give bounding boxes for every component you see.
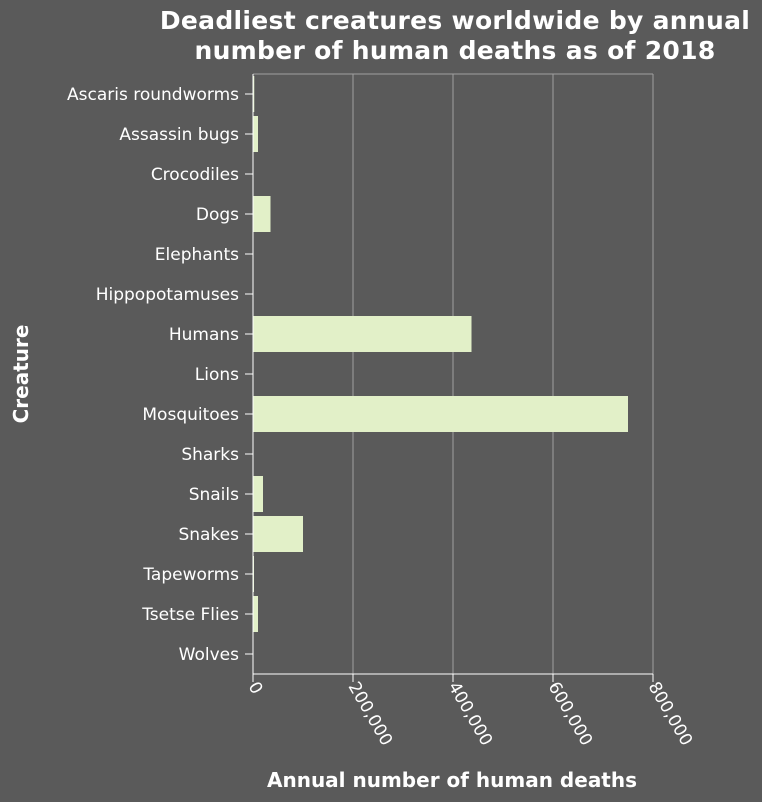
bar-10 [253, 476, 263, 512]
bar-13 [253, 596, 258, 632]
x-tick-label: 800,000 [644, 679, 696, 750]
y-tick-label: Sharks [181, 445, 239, 465]
y-tick-label: Dogs [196, 205, 239, 225]
y-axis-title: Creature [9, 325, 33, 424]
x-tick-label: 0 [244, 679, 267, 698]
axes [245, 74, 654, 682]
y-tick-label: Lions [195, 365, 239, 385]
bar-0 [253, 76, 255, 112]
x-axis-title: Annual number of human deaths [267, 768, 637, 792]
y-tick-label: Tsetse Flies [141, 605, 239, 625]
bar-3 [253, 196, 271, 232]
y-tick-label: Crocodiles [151, 165, 239, 185]
y-tick-label: Elephants [155, 245, 239, 265]
bar-8 [253, 396, 628, 432]
y-tick-label: Ascaris roundworms [67, 85, 239, 105]
bar-6 [253, 316, 472, 352]
bars [253, 76, 628, 672]
bar-1 [253, 116, 258, 152]
y-tick-label: Hippopotamuses [96, 285, 239, 305]
chart-title-line-1: Deadliest creatures worldwide by annual [159, 6, 751, 35]
bar-11 [253, 516, 303, 552]
y-tick-label: Wolves [179, 645, 239, 665]
x-tick-label: 600,000 [544, 679, 596, 750]
y-tick-label: Tapeworms [142, 565, 239, 585]
chart-title: Deadliest creatures worldwide by annual … [150, 6, 760, 66]
y-tick-label: Assassin bugs [119, 125, 239, 145]
gridlines [253, 73, 654, 674]
y-tick-label: Snakes [178, 525, 239, 545]
y-tick-label: Snails [189, 485, 239, 505]
chart-title-line-2: number of human deaths as of 2018 [194, 36, 716, 65]
y-tick-label: Mosquitoes [142, 405, 239, 425]
y-tick-label: Humans [169, 325, 239, 345]
x-tick-label: 200,000 [344, 679, 396, 750]
x-tick-label: 400,000 [444, 679, 496, 750]
